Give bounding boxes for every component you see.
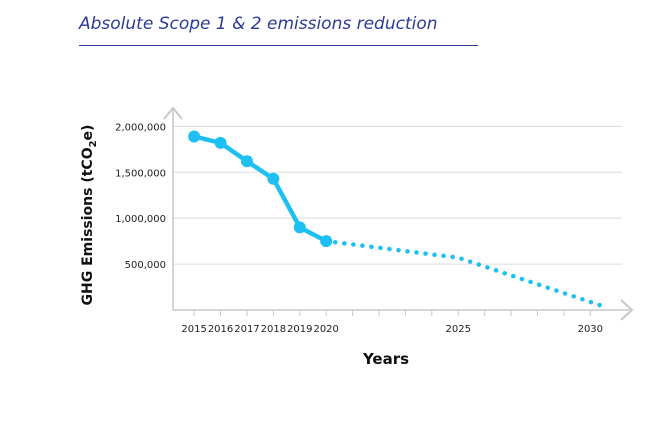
y-axis-title-subscript: 2 [88,140,99,147]
x-tick-label: 2020 [313,324,338,335]
y-axis-title: GHG Emissions (tCO2e) [80,125,99,306]
x-tick-labels: 2015 2016 2017 2018 2019 2020 2025 2030 [181,324,603,335]
data-point [293,221,306,234]
data-point [214,136,227,149]
data-point [267,172,280,185]
y-tick-label: 1,500,000 [115,168,166,179]
y-axis-title-main: GHG Emissions (tCO [80,147,96,305]
x-tick-label: 2030 [578,324,603,335]
x-tick-label: 2019 [287,324,312,335]
x-tick-label: 2017 [234,324,259,335]
x-axis-arrow [620,299,634,321]
actual-emissions-line [191,134,329,244]
x-tick-label: 2025 [446,324,471,335]
data-point [188,130,201,143]
gridlines [173,125,622,265]
y-tick-label: 1,000,000 [115,214,166,225]
projection-line [323,238,609,310]
x-tick-label: 2016 [208,324,233,335]
x-tick-marks [193,310,591,316]
y-axis-arrow [163,106,183,120]
chart-title: Absolute Scope 1 & 2 emissions reduction [79,14,438,34]
x-axis-title: Years [362,350,409,368]
y-tick-labels: 500,000 1,000,000 1,500,000 2,000,000 [115,122,166,271]
y-tick-label: 2,000,000 [115,122,166,133]
y-tick-label: 500,000 [125,260,166,271]
title-underline [79,45,478,46]
x-tick-label: 2015 [181,324,206,335]
series-layer [188,130,609,310]
data-point [240,155,253,168]
axes [163,106,634,321]
x-tick-label: 2018 [261,324,286,335]
y-axis-title-end: e) [80,125,96,141]
